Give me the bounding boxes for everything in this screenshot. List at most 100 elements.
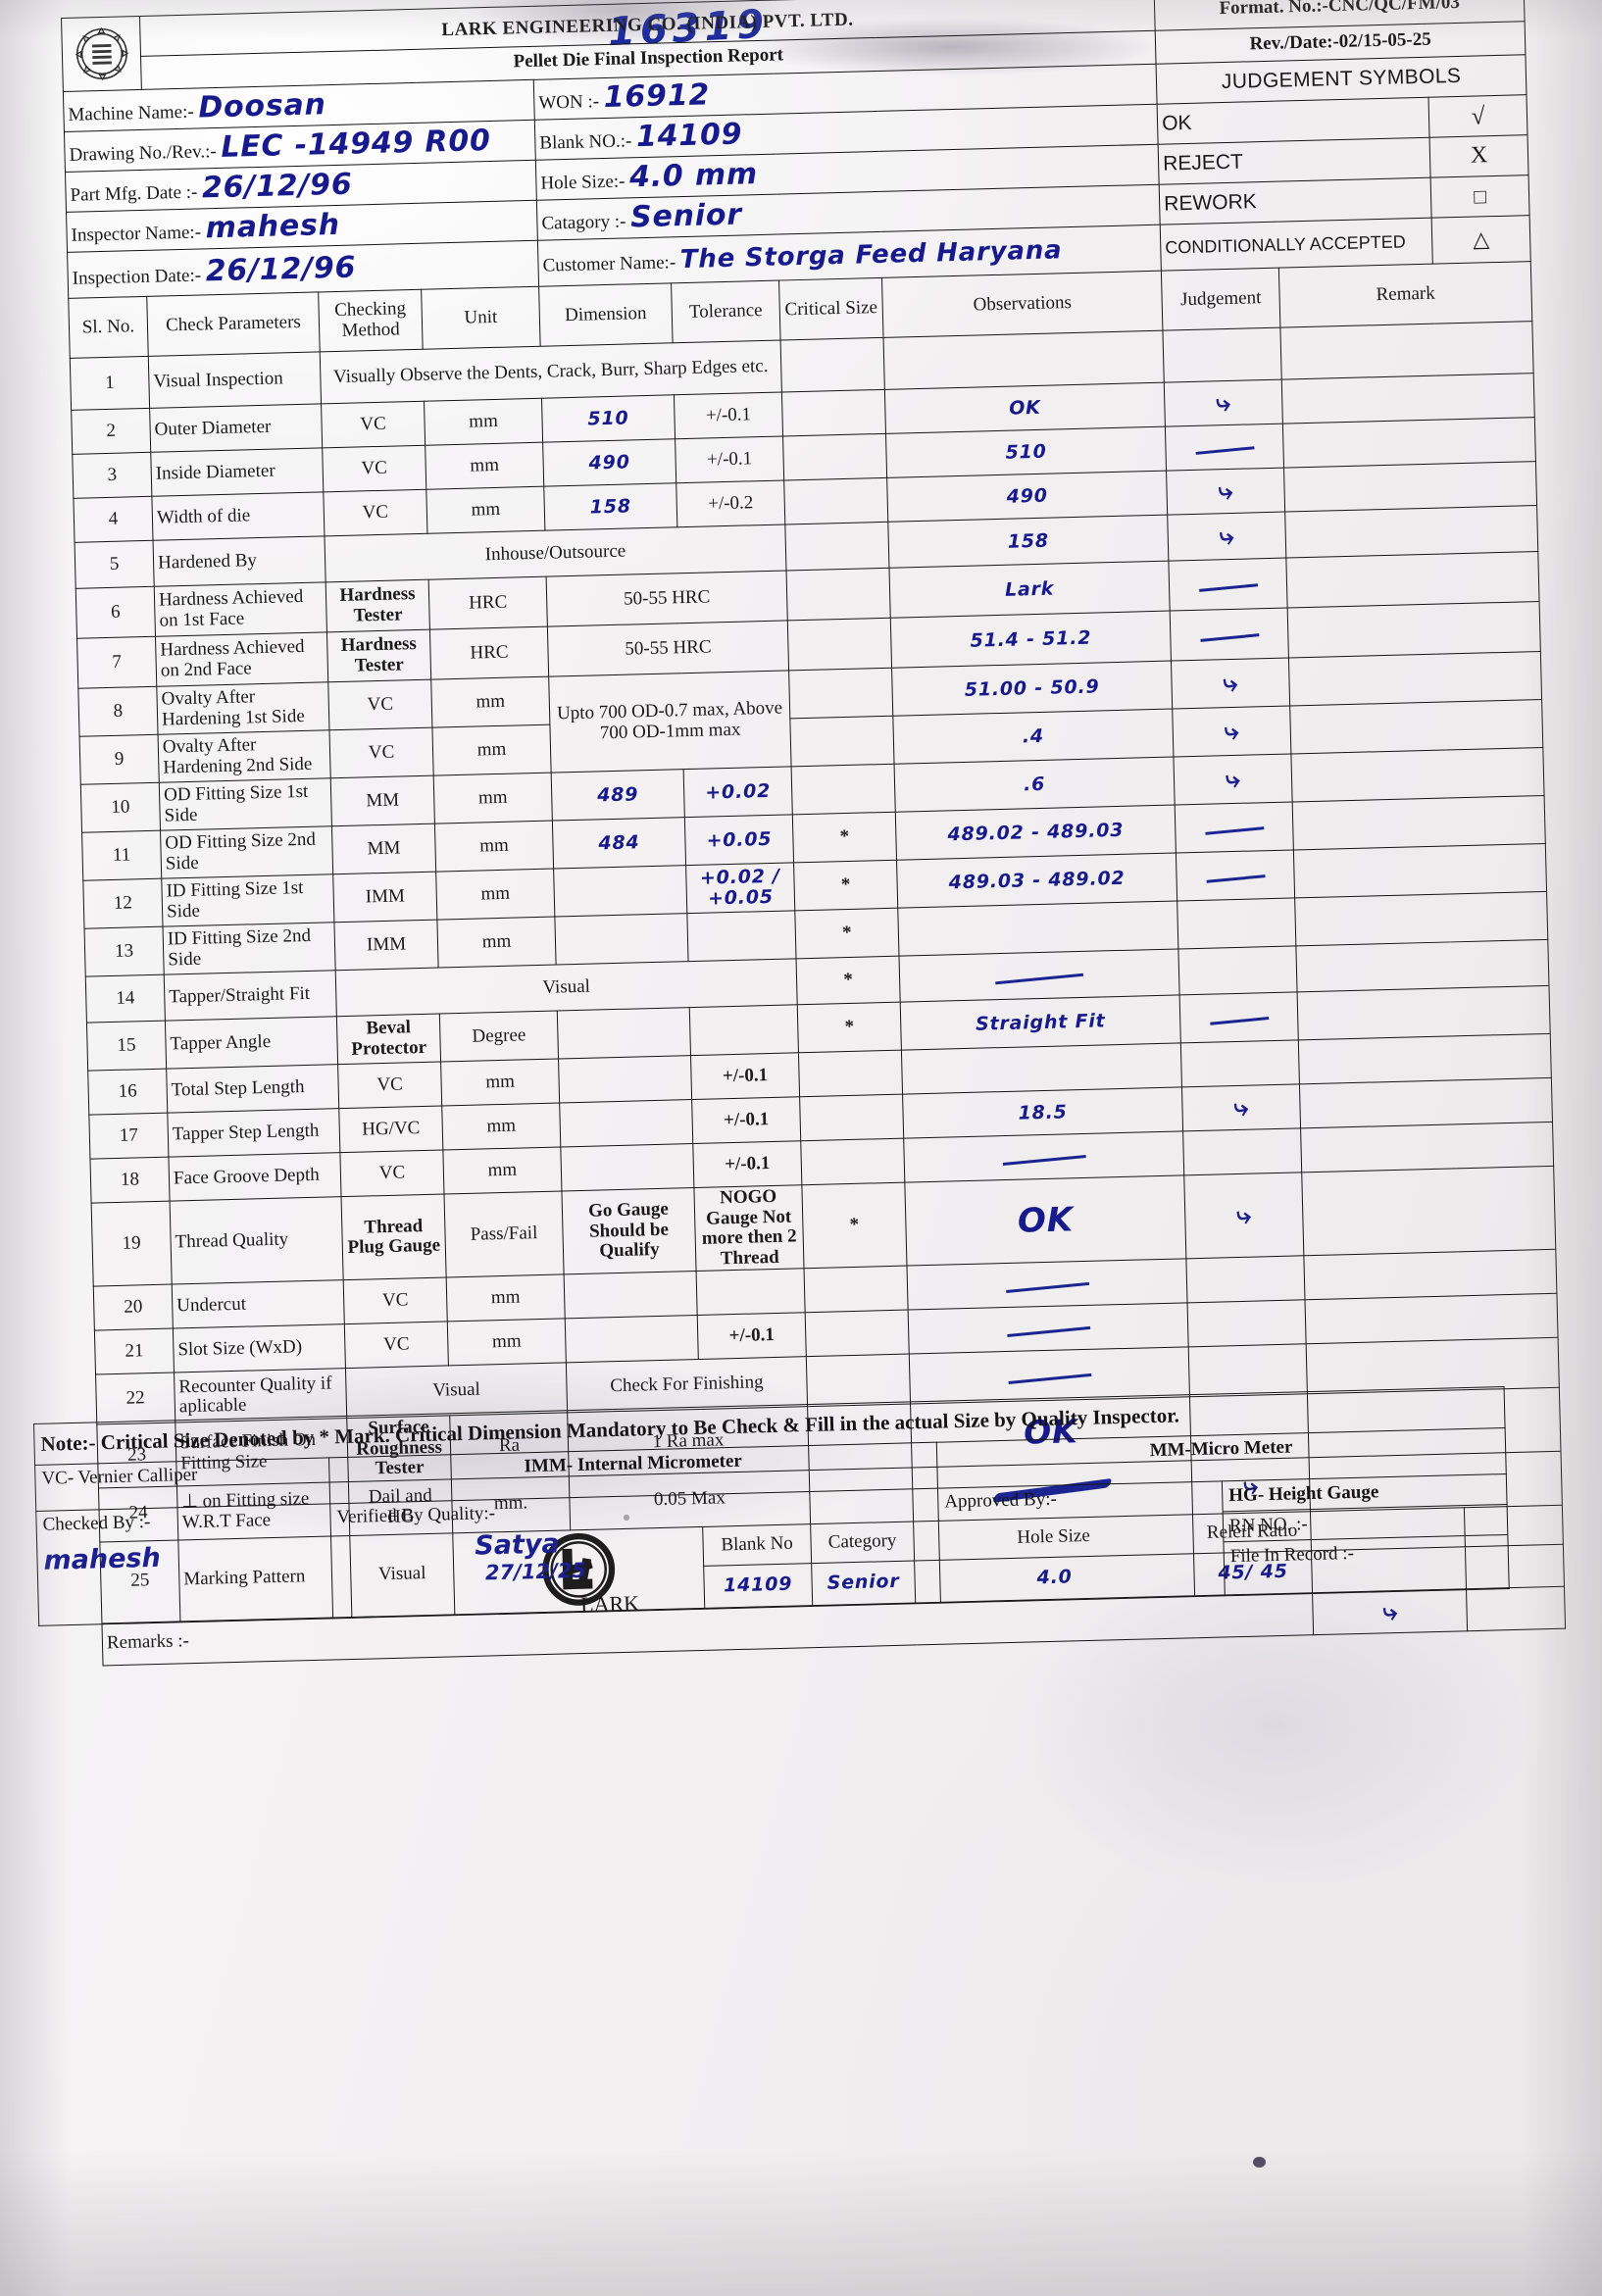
observation-dash-icon (1002, 1154, 1086, 1166)
form-footer: Note:- Critical Size Denoted by * Mark. … (33, 1386, 1510, 1626)
legend-vc: VC- Vernier Calliper (34, 1457, 330, 1512)
row-sl: 10 (80, 782, 161, 833)
row-observations: 18.5 (902, 1086, 1183, 1139)
row-method: MM (330, 775, 435, 826)
row-remark (1281, 373, 1535, 424)
hole-size-label: Hole Size:- (540, 171, 626, 194)
row-sl: 17 (88, 1113, 169, 1160)
row-judgement: ⤷ (1167, 512, 1286, 562)
row-param: Tapper Step Length (167, 1108, 340, 1158)
row-observations: OK (884, 382, 1166, 434)
row-dimension (554, 913, 689, 966)
row-observations: 490 (886, 471, 1168, 523)
machine-name-value: Doosan (197, 86, 327, 125)
row-remark (1300, 1122, 1554, 1173)
row-remark (1287, 601, 1541, 659)
row-sl: 4 (73, 496, 154, 543)
row-observations: Straight Fit (900, 994, 1181, 1051)
row-unit: mm (430, 676, 550, 728)
row-dimension: 158 (543, 482, 677, 531)
row-judgement (1170, 608, 1289, 662)
row-param: Slot Size (WxD) (173, 1323, 346, 1373)
checked-by-signature: mahesh (43, 1542, 162, 1576)
row-dimension: 484 (552, 817, 686, 870)
judgement-tick-icon: ⤷ (1218, 520, 1235, 553)
row-critical (791, 764, 896, 815)
customer-name-label: Customer Name:- (542, 252, 676, 276)
row-param: Visual Inspection (148, 351, 322, 409)
row-unit: mm (440, 1058, 560, 1107)
dust-speck (1253, 2157, 1266, 2168)
judgement-tick-icon: ⤷ (1215, 386, 1232, 420)
row-critical: * (797, 1002, 902, 1053)
row-dimension: 510 (541, 394, 676, 443)
row-sl: 3 (72, 452, 152, 499)
row-unit: mm (447, 1318, 567, 1366)
row-judgement: ⤷ (1183, 1172, 1304, 1259)
row-sl: 13 (84, 926, 165, 977)
row-param: Undercut (172, 1279, 345, 1329)
row-critical (806, 1354, 911, 1407)
row-remark (1284, 505, 1538, 559)
row-sl: 18 (89, 1157, 171, 1204)
row-dimension (565, 1315, 699, 1363)
row-critical: * (796, 956, 901, 1005)
row-observations: 510 (885, 426, 1167, 478)
row-critical (783, 477, 888, 524)
row-method: Thread Plug Gauge (341, 1193, 447, 1280)
company-logo-cell (61, 16, 142, 92)
row-critical (787, 618, 892, 671)
row-method: VC (322, 445, 426, 492)
row-judgement: ⤷ (1166, 468, 1285, 516)
row-unit: mm (433, 773, 553, 824)
row-observations: OK (904, 1174, 1186, 1267)
judgement-tick-icon: ⤷ (1232, 1091, 1250, 1124)
row-dimension (558, 1055, 692, 1103)
row-judgement (1182, 1127, 1302, 1175)
row-judgement (1179, 991, 1299, 1043)
row-critical (789, 716, 895, 767)
judgement-reject-label: REJECT (1158, 137, 1431, 185)
row-sl: 2 (71, 408, 151, 455)
row-param: Recounter Quality if aplicable (174, 1368, 347, 1423)
row-param: ID Fitting Size 1st Side (161, 873, 334, 927)
row-observations: 158 (887, 515, 1169, 569)
row-sl: 20 (93, 1284, 174, 1331)
row-remark (1285, 551, 1540, 609)
right-signoff-cell: HG- Height Gauge RN NO. :- File In Recor… (1222, 1473, 1510, 1596)
judgement-conditional-symbol: △ (1431, 215, 1531, 265)
inspector-name-label: Inspector Name:- (71, 222, 202, 246)
row-dimension (557, 1007, 691, 1059)
judgement-tick-icon: ⤷ (1223, 715, 1240, 748)
row-tolerance (696, 1268, 806, 1316)
row-tolerance: NOGO Gauge Not more then 2 Thread (693, 1184, 805, 1272)
row-unit: mm (441, 1102, 561, 1151)
row-dimension (553, 865, 687, 918)
row-method: VC (339, 1150, 444, 1197)
hole-size-value: 4.0 mm (628, 156, 759, 195)
observation-dash-icon (1005, 1281, 1089, 1293)
row-param: Ovalty After Hardening 2nd Side (158, 729, 331, 783)
row-judgement (1177, 945, 1298, 995)
row-critical (799, 1094, 904, 1141)
category-value: Senior (629, 197, 743, 235)
row-observations (883, 330, 1165, 390)
row-critical: * (794, 908, 899, 959)
row-judgement (1188, 1343, 1308, 1397)
row-critical (780, 337, 885, 393)
row-method: Hardness Tester (325, 579, 430, 632)
row-sl: 8 (77, 686, 159, 737)
blank-no-label: Blank NO.:- (539, 130, 632, 154)
judgement-tick-icon: ⤷ (1381, 1595, 1399, 1628)
row-tolerance: +/-0.1 (691, 1096, 801, 1144)
row-param: Hardness Achieved on 2nd Face (155, 631, 328, 687)
row-remark (1305, 1293, 1559, 1344)
judgement-rework-label: REWORK (1159, 177, 1432, 225)
row-method: HG/VC (338, 1106, 443, 1153)
row-unit: mm (435, 869, 555, 921)
row-critical (804, 1266, 909, 1313)
row-remark (1290, 747, 1545, 802)
row-critical: * (793, 860, 898, 911)
customer-name-value: The Storga Feed Haryana (679, 235, 1063, 275)
judgement-ok-label: OK (1157, 97, 1430, 145)
